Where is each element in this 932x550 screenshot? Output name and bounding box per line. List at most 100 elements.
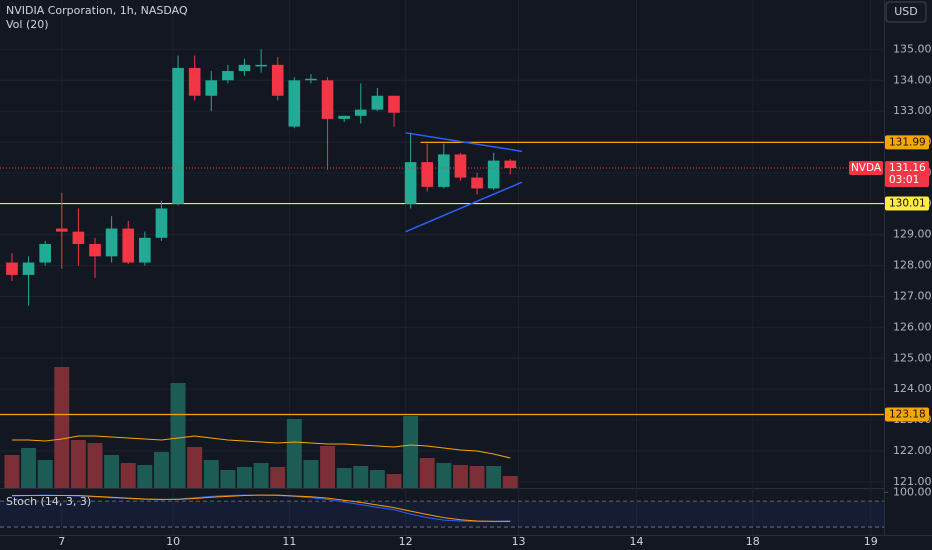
volume-bar bbox=[4, 455, 20, 488]
candle-body bbox=[6, 262, 18, 275]
countdown-label: 03:01 bbox=[889, 174, 919, 186]
y-tick-label: 124.00 bbox=[893, 382, 932, 395]
x-tick-label: 14 bbox=[630, 535, 644, 548]
volume-bar bbox=[87, 443, 103, 488]
volume-bar bbox=[502, 476, 518, 488]
currency[interactable]: USD bbox=[894, 5, 918, 18]
volume-bar bbox=[54, 367, 70, 488]
level-tag-label: 131.99 bbox=[889, 136, 926, 148]
candle-body bbox=[271, 64, 284, 96]
volume-bar bbox=[21, 448, 37, 488]
x-tick-label: 12 bbox=[399, 535, 413, 548]
volume-bar bbox=[486, 466, 502, 488]
y-tick-label: 133.00 bbox=[893, 104, 932, 117]
candle-body bbox=[471, 177, 483, 189]
volume-label: Vol (20) bbox=[6, 18, 49, 31]
x-tick-label: 18 bbox=[746, 535, 760, 548]
level-tag bbox=[885, 196, 929, 211]
volume-bar bbox=[303, 460, 319, 488]
y-tick-label: 125.00 bbox=[893, 351, 932, 364]
candle-body bbox=[238, 64, 251, 72]
chart-title: NVIDIA Corporation, 1h, NASDAQ bbox=[6, 4, 188, 17]
y-tick-label: 135.00 bbox=[893, 42, 932, 55]
x-tick-label: 13 bbox=[512, 535, 526, 548]
candle-body bbox=[72, 231, 85, 244]
y-tick-label: 134.00 bbox=[893, 73, 932, 86]
candle-body bbox=[454, 154, 467, 178]
candle-body bbox=[105, 228, 118, 257]
candle-body bbox=[504, 160, 517, 169]
level-tag bbox=[885, 407, 929, 422]
volume-bar bbox=[320, 446, 336, 488]
candle-body bbox=[255, 64, 267, 67]
volume-bar bbox=[203, 460, 219, 488]
candle-body bbox=[205, 80, 218, 96]
trendline bbox=[405, 181, 523, 233]
candle-body bbox=[321, 80, 334, 119]
candle-body bbox=[305, 78, 317, 81]
stoch-tick-label: 100.00 bbox=[893, 486, 932, 499]
y-tick-label: 121.00 bbox=[893, 475, 932, 488]
volume-bar bbox=[153, 452, 169, 488]
volume-bar bbox=[469, 466, 485, 488]
volume-bar bbox=[369, 470, 385, 488]
volume-bar bbox=[419, 458, 435, 488]
stoch-band bbox=[0, 501, 884, 528]
volume-bar bbox=[386, 474, 402, 488]
volume-bar bbox=[452, 465, 468, 488]
volume-bar bbox=[170, 383, 186, 488]
candle-body bbox=[55, 228, 68, 232]
y-tick-label: 129.00 bbox=[893, 228, 932, 241]
volume-bar bbox=[436, 463, 452, 488]
level-tag bbox=[885, 135, 929, 150]
y-tick-label: 127.00 bbox=[893, 290, 932, 303]
candle-body bbox=[89, 244, 101, 257]
trendline bbox=[405, 132, 523, 153]
symbol-tag bbox=[849, 161, 883, 176]
last-price-tag bbox=[885, 161, 929, 188]
volume-bar bbox=[286, 419, 302, 488]
level-tag-label: 123.18 bbox=[889, 408, 926, 420]
candle-body bbox=[139, 237, 151, 263]
candle-body bbox=[155, 208, 168, 238]
x-tick-label: 11 bbox=[282, 535, 296, 548]
candle-body bbox=[122, 228, 135, 263]
candle-body bbox=[404, 162, 417, 204]
currency-button[interactable] bbox=[885, 1, 927, 23]
candle-body bbox=[338, 115, 350, 119]
last-price-label: 131.16 bbox=[889, 162, 926, 174]
volume-bar bbox=[253, 463, 269, 488]
volume-bar bbox=[336, 468, 352, 488]
volume-bar bbox=[237, 467, 252, 488]
volume-bar bbox=[270, 467, 286, 488]
y-tick-label: 128.00 bbox=[893, 259, 932, 272]
volume-bar bbox=[120, 463, 136, 488]
x-tick-label: 10 bbox=[166, 535, 180, 548]
candle-body bbox=[288, 80, 301, 127]
candle-body bbox=[421, 162, 434, 187]
candle-body bbox=[354, 109, 367, 116]
symbol-tag-label: NVDA bbox=[851, 162, 882, 174]
volume-ma-line bbox=[12, 435, 511, 459]
x-tick-label: 7 bbox=[58, 535, 65, 548]
candle-body bbox=[22, 262, 35, 275]
candle-body bbox=[222, 71, 234, 81]
candle-body bbox=[188, 67, 201, 96]
stoch-label: Stoch (14, 3, 3) bbox=[6, 495, 91, 508]
candle-body bbox=[39, 244, 51, 263]
volume-bar bbox=[104, 455, 120, 488]
candle-body bbox=[371, 95, 384, 110]
candle-body bbox=[487, 160, 500, 189]
candle-body bbox=[438, 154, 450, 187]
y-tick-label: 122.00 bbox=[893, 444, 932, 457]
level-tag-label: 130.01 bbox=[889, 198, 926, 210]
y-tick-label: 126.00 bbox=[893, 320, 932, 333]
volume-bar bbox=[220, 470, 236, 488]
volume-bar bbox=[37, 460, 53, 488]
volume-bar bbox=[137, 465, 153, 488]
x-tick-label: 19 bbox=[864, 535, 878, 548]
volume-bar bbox=[70, 440, 86, 488]
volume-bar bbox=[403, 416, 419, 488]
